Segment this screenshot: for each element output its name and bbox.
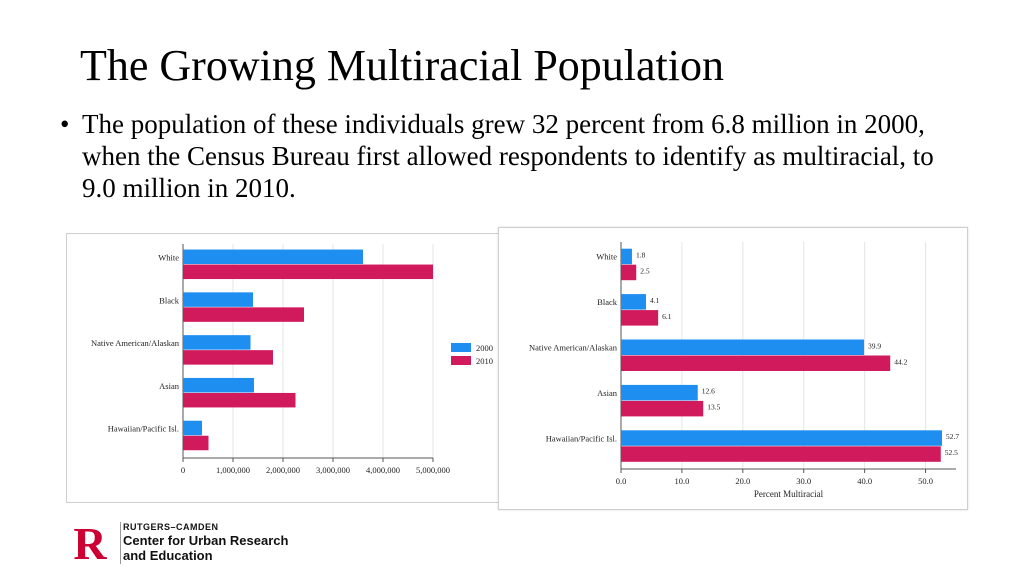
legend-swatch-2000 (451, 343, 471, 352)
category-label-white: White (158, 253, 179, 263)
bar-2010-black (621, 310, 659, 326)
bar-2000-native-american-alaskan (621, 339, 865, 355)
data-label-2000-asian: 12.6 (702, 387, 715, 396)
bullet-point: • The population of these individuals gr… (60, 108, 960, 204)
bar-2000-asian (621, 384, 698, 401)
data-label-2000-black: 4.1 (650, 296, 660, 305)
x-tick-label: 0 (181, 465, 185, 475)
percent-multiracial-bar-chart-svg: 0.0 10.0 20.0 30.0 40.0 50.0 White 1.8 2.5 Black 4… (529, 242, 959, 499)
bar-2000-native-american-alaskan (183, 335, 251, 350)
bar-2010-native-american-alaskan (621, 355, 891, 371)
data-label-2000-native-american-alaskan: 39.9 (868, 341, 881, 350)
bar-2000-black (621, 294, 646, 310)
x-tick-label: 30.0 (796, 476, 811, 486)
data-label-2010-white: 2.5 (640, 267, 650, 276)
x-axis-title: Percent Multiracial (754, 489, 824, 499)
x-tick-label: 4,000,000 (366, 465, 400, 475)
logo-line-2: Center for Urban Research (123, 533, 289, 548)
legend-label-2000: 2000 (476, 343, 493, 353)
population-bar-chart: 0 1,000,000 2,000,000 3,000,000 4,000,000 5,0… (66, 233, 508, 503)
logo-line-1: RUTGERS–CAMDEN (123, 522, 219, 532)
bar-2000-black (183, 292, 253, 307)
bar-2010-hawaiian-pacific-isl (621, 446, 941, 462)
bullet-text: The population of these individuals grew… (82, 109, 934, 203)
data-label-2010-native-american-alaskan: 44.2 (894, 357, 907, 366)
legend-label-2010: 2010 (476, 356, 493, 366)
data-label-2010-black: 6.1 (662, 312, 672, 321)
x-tick-label: 5,000,000 (416, 465, 450, 475)
bar-2010-asian (183, 392, 296, 408)
bar-2010-white (621, 264, 637, 281)
category-label-hawaiian-pacific-isl: Hawaiian/Pacific Isl. (108, 424, 179, 434)
data-label-2010-hawaiian-pacific-isl: 52.5 (945, 448, 958, 457)
x-tick-label: 50.0 (918, 476, 933, 486)
x-tick-label: 0.0 (616, 476, 627, 486)
data-label-2000-hawaiian-pacific-isl: 52.7 (946, 432, 959, 441)
logo-line-3: and Education (123, 548, 213, 563)
bar-2010-black (183, 307, 304, 322)
category-label-asian: Asian (597, 388, 618, 398)
x-tick-label: 3,000,000 (316, 465, 350, 475)
rutgers-camden-logo: R RUTGERS–CAMDEN Center for Urban Resear… (66, 518, 288, 568)
percent-multiracial-bar-chart: 0.0 10.0 20.0 30.0 40.0 50.0 White 1.8 2.5 Black 4… (498, 227, 968, 510)
rutgers-r-logo-icon: R (73, 518, 107, 566)
bullet-icon: • (60, 109, 70, 139)
data-label-2010-asian: 13.5 (707, 403, 720, 412)
bar-2000-white (621, 248, 632, 265)
category-label-white: White (596, 252, 617, 262)
bar-2000-hawaiian-pacific-isl (183, 420, 202, 436)
logo-text: RUTGERS–CAMDEN Center for Urban Research… (123, 522, 288, 563)
x-tick-label: 40.0 (857, 476, 872, 486)
bar-2010-white (183, 264, 433, 280)
bar-2010-native-american-alaskan (183, 350, 273, 365)
bar-2000-hawaiian-pacific-isl (621, 430, 942, 446)
svg-text:R: R (73, 518, 107, 566)
bar-2000-white (183, 249, 363, 265)
x-tick-label: 20.0 (735, 476, 750, 486)
category-label-asian: Asian (159, 381, 180, 391)
category-label-black: Black (159, 295, 180, 305)
bar-2010-asian (621, 400, 704, 417)
category-label-hawaiian-pacific-isl: Hawaiian/Pacific Isl. (546, 433, 617, 443)
category-label-native-american-alaskan: Native American/Alaskan (529, 342, 618, 352)
category-label-black: Black (597, 297, 618, 307)
x-tick-label: 2,000,000 (266, 465, 300, 475)
category-label-native-american-alaskan: Native American/Alaskan (91, 338, 180, 348)
data-label-2000-white: 1.8 (636, 251, 646, 260)
slide-title: The Growing Multiracial Population (80, 41, 724, 90)
bar-2000-asian (183, 377, 254, 393)
logo-divider (120, 522, 121, 564)
bar-2010-hawaiian-pacific-isl (183, 435, 209, 451)
legend-swatch-2010 (451, 356, 471, 365)
x-tick-label: 10.0 (674, 476, 689, 486)
population-bar-chart-svg: 0 1,000,000 2,000,000 3,000,000 4,000,000 5,0… (91, 244, 493, 475)
x-tick-label: 1,000,000 (216, 465, 250, 475)
